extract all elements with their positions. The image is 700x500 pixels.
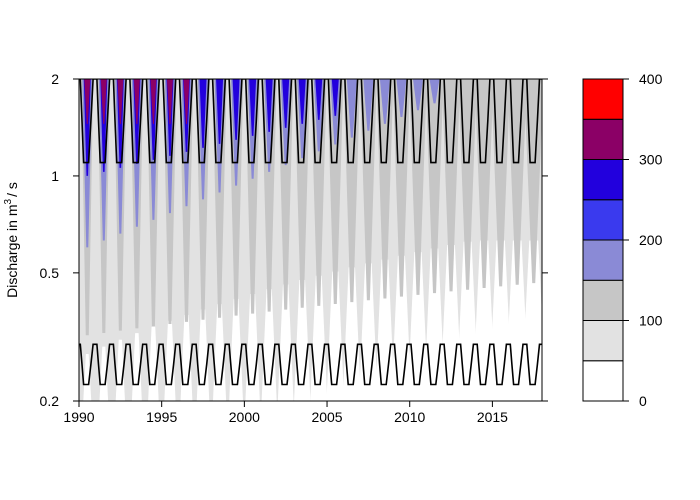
- heat-cell: [396, 79, 407, 118]
- heat-cell: [133, 79, 140, 124]
- x-axis: 1990 1995 2000 2005 2010 2015: [63, 400, 508, 425]
- heat-cell: [199, 79, 207, 148]
- heat-cell: [150, 79, 157, 124]
- heat-cell: [346, 79, 357, 138]
- color-legend: 0 100 200 300 400: [582, 71, 663, 409]
- color-legend-swatch: [582, 279, 624, 321]
- heat-cell: [249, 79, 257, 136]
- heat-cell: [115, 339, 125, 401]
- color-legend-swatch: [582, 199, 624, 241]
- y-axis-title-superscript: 3: [3, 198, 14, 204]
- y-tick-label: 0.2: [40, 393, 60, 409]
- heat-cell: [261, 289, 277, 401]
- heat-cell: [216, 79, 224, 144]
- heat-cell: [379, 79, 390, 124]
- heat-cell: [164, 320, 176, 401]
- x-tick-label: 1995: [146, 409, 177, 425]
- y-tick-label: 2: [51, 71, 59, 87]
- heat-cell: [212, 79, 227, 318]
- heat-cell: [100, 79, 108, 172]
- color-legend-swatch: [582, 78, 624, 120]
- heat-cell: [196, 309, 210, 401]
- heat-cell: [232, 79, 240, 140]
- color-legend-swatch: [582, 159, 624, 201]
- heat-cell: [245, 293, 260, 401]
- x-tick-label: 2005: [311, 409, 342, 425]
- heat-cell: [183, 79, 190, 124]
- heat-cell: [261, 79, 277, 312]
- heat-cell: [148, 326, 159, 401]
- y-tick-label: 0.5: [40, 265, 60, 281]
- x-tick-label: 2000: [229, 409, 260, 425]
- heat-cell: [331, 79, 339, 116]
- y-axis-title-main: Discharge in m: [4, 204, 20, 297]
- heat-cell: [166, 79, 173, 124]
- heat-cell: [265, 79, 273, 132]
- y-axis-title: Discharge in m3/ s: [3, 182, 20, 298]
- x-tick-label: 2010: [394, 409, 425, 425]
- heat-cell: [363, 79, 374, 131]
- heat-cell: [521, 240, 542, 401]
- heat-cell: [83, 353, 92, 401]
- upper-envelope-line: [79, 79, 542, 164]
- heat-cell: [228, 79, 244, 316]
- color-legend-tick-label: 200: [639, 232, 663, 248]
- lower-envelope-line: [79, 343, 542, 386]
- y-tick-label: 1: [51, 168, 59, 184]
- color-legend-tick-label: 400: [639, 71, 663, 87]
- x-tick-label: 2015: [477, 409, 508, 425]
- heat-cell: [99, 346, 109, 401]
- y-axis-title-suffix: / s: [4, 182, 20, 197]
- color-legend-tick-label: 100: [639, 313, 663, 329]
- heat-cell: [100, 79, 107, 124]
- heat-cell: [429, 79, 440, 104]
- x-tick-label: 1990: [63, 409, 94, 425]
- heat-cell: [245, 79, 261, 314]
- heat-cell: [117, 79, 124, 124]
- color-legend-swatch: [582, 239, 624, 281]
- heat-cell: [180, 314, 193, 401]
- heat-cell: [315, 79, 323, 120]
- heat-cell: [84, 79, 91, 124]
- color-legend-tick-label: 300: [639, 152, 663, 168]
- color-legend-swatch: [582, 118, 624, 160]
- color-legend-tick-label: 0: [639, 393, 647, 409]
- envelope-lines: [79, 79, 542, 386]
- heat-cell: [196, 79, 211, 320]
- y-axis: 0.2 0.5 1 2: [40, 71, 548, 409]
- heat-cell: [412, 79, 423, 111]
- color-legend-swatch: [582, 360, 624, 402]
- heat-cell: [83, 79, 91, 176]
- heat-cell: [212, 304, 227, 401]
- heat-cell: [298, 79, 306, 124]
- color-legend-swatch: [582, 320, 624, 362]
- heat-cell: [229, 298, 243, 401]
- heat-cell: [282, 79, 290, 128]
